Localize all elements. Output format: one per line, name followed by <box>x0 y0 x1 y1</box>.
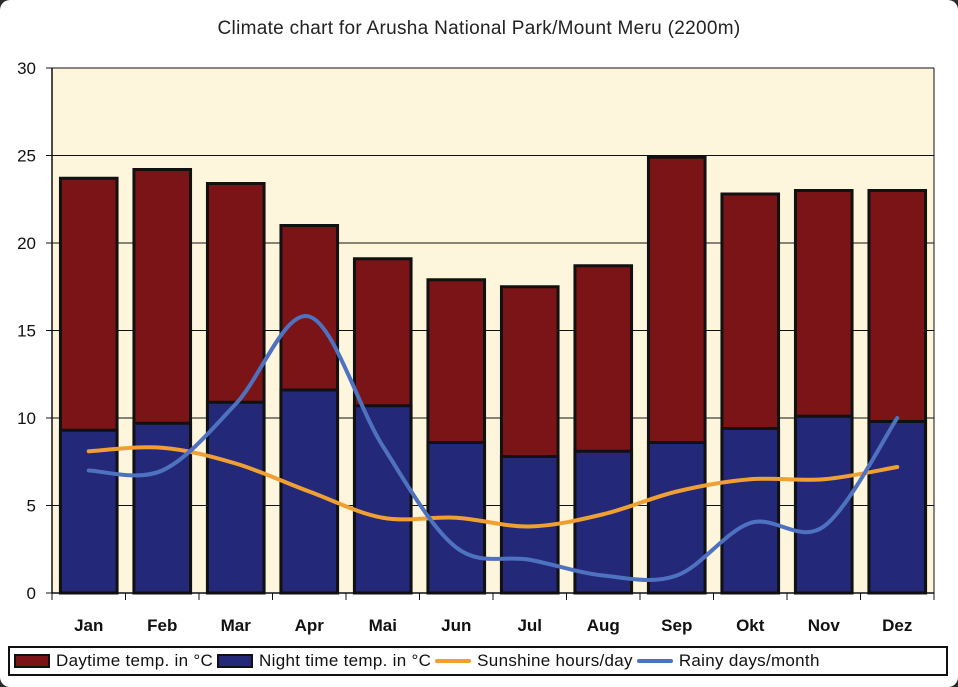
bar-night <box>205 400 266 595</box>
y-tick-label: 15 <box>17 322 36 341</box>
legend: Daytime temp. in °C Night time temp. in … <box>8 646 948 676</box>
legend-item-sunshine: Sunshine hours/day <box>435 651 633 671</box>
x-tick-label: Dez <box>882 616 912 635</box>
legend-label-sunshine: Sunshine hours/day <box>477 651 633 670</box>
bar-night <box>646 441 707 595</box>
x-tick-label: Jun <box>441 616 471 635</box>
bar-night <box>58 428 119 595</box>
legend-label-daytime: Daytime temp. in °C <box>56 651 214 670</box>
line-sunshine <box>86 445 900 529</box>
y-tick-label: 25 <box>17 147 36 166</box>
legend-item-rainy: Rainy days/month <box>636 651 820 671</box>
x-tick-label: Feb <box>147 616 177 635</box>
legend-label-rainy: Rainy days/month <box>678 651 820 670</box>
legend-swatch-sunshine <box>435 659 472 663</box>
x-tick-label: Mar <box>221 616 252 635</box>
bar-night <box>720 427 781 595</box>
legend-swatch-night <box>217 654 254 668</box>
x-tick-label: Nov <box>808 616 841 635</box>
y-tick-label: 30 <box>17 59 36 78</box>
legend-swatch-daytime <box>14 654 50 668</box>
y-tick-label: 5 <box>27 497 36 516</box>
bars <box>58 155 928 595</box>
bar-night <box>867 420 928 595</box>
y-tick-label: 20 <box>17 234 36 253</box>
y-tick-label: 0 <box>27 584 36 603</box>
axes: 0 5 10 15 20 25 30 Jan Feb Mar Apr Mai Jun Jul Aug Sep O… <box>17 59 935 635</box>
x-tick-label: Jan <box>74 616 103 635</box>
line-rainy <box>86 314 900 582</box>
y-tick-label: 10 <box>17 409 36 428</box>
x-tick-label: Mai <box>369 616 397 635</box>
x-tick-label: Aug <box>587 616 620 635</box>
x-tick-label: Jul <box>517 616 542 635</box>
series-lines <box>86 314 900 582</box>
legend-swatch-rainy <box>636 659 673 663</box>
chart-title: Climate chart for Arusha National Park/M… <box>217 18 741 39</box>
legend-item-daytime: Daytime temp. in °C <box>14 651 213 671</box>
legend-label-night: Night time temp. in °C <box>259 651 432 670</box>
x-tick-label: Sep <box>661 616 692 635</box>
legend-item-night: Night time temp. in °C <box>217 651 431 671</box>
x-tick-label: Okt <box>736 616 765 635</box>
x-tick-label: Apr <box>295 616 325 635</box>
bar-night <box>352 404 413 595</box>
